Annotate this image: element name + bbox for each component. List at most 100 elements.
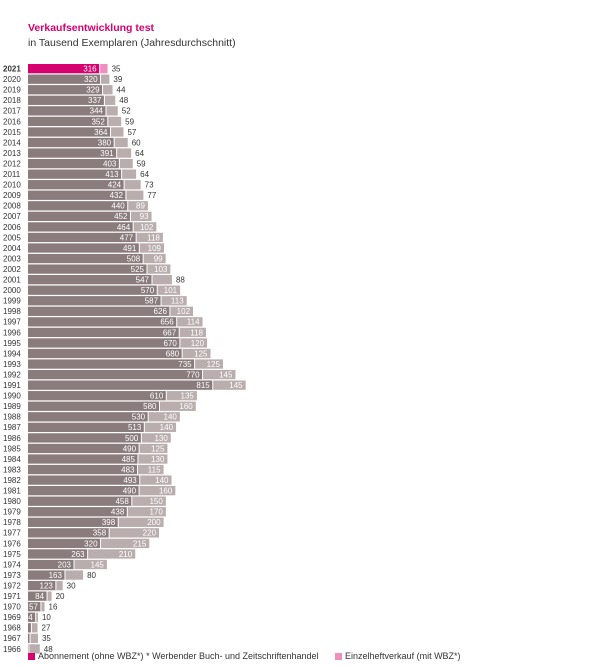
value-label-abo-1992: 770	[186, 370, 200, 379]
bar-abo-2013	[28, 148, 117, 158]
value-label-einzel-1982: 140	[155, 476, 169, 485]
value-label-abo-1993: 735	[178, 360, 192, 369]
year-label-1970: 1970	[3, 603, 21, 612]
value-label-einzel-2019: 44	[117, 86, 126, 95]
value-label-einzel-2011: 64	[140, 170, 149, 179]
value-label-abo-2014: 380	[98, 138, 112, 147]
bar-einzel-1996	[179, 327, 206, 338]
bar-abo-1992	[28, 369, 203, 380]
year-label-1998: 1998	[3, 307, 21, 316]
bar-abo-1970	[28, 602, 41, 612]
bar-einzel-1980	[131, 496, 166, 506]
bar-abo-1990	[28, 391, 167, 401]
year-label-2002: 2002	[3, 265, 21, 274]
bar-abo-1978	[28, 517, 119, 527]
year-label-1983: 1983	[3, 465, 21, 474]
value-label-einzel-1986: 130	[154, 434, 168, 443]
value-label-abo-2008: 440	[111, 202, 125, 211]
value-label-einzel-1983: 115	[148, 465, 161, 474]
bar-einzel-1983	[137, 464, 164, 475]
year-label-2021: 2021	[3, 65, 21, 74]
year-label-2018: 2018	[3, 96, 21, 105]
value-label-einzel-1976: 215	[133, 539, 147, 548]
bar-abo-1999	[28, 296, 162, 306]
value-label-einzel-1974: 145	[91, 560, 105, 569]
value-label-einzel-1988: 140	[164, 413, 178, 422]
bar-einzel-2003	[143, 253, 166, 264]
bar-abo-1996	[28, 327, 180, 338]
value-label-abo-2006: 464	[117, 223, 131, 232]
bar-einzel-2014	[114, 137, 128, 148]
bar-einzel-1993	[194, 359, 223, 369]
bar-einzel-2021	[99, 64, 108, 74]
value-label-einzel-1995: 120	[191, 339, 205, 348]
year-label-1968: 1968	[3, 624, 21, 633]
year-label-1981: 1981	[3, 487, 21, 496]
bar-abo-1988	[28, 412, 149, 422]
bar-einzel-1981	[139, 486, 176, 496]
value-label-einzel-1998: 102	[177, 307, 191, 316]
bar-abo-1977	[28, 528, 110, 538]
year-label-1986: 1986	[3, 434, 21, 443]
year-label-1971: 1971	[3, 592, 21, 601]
value-label-einzel-2007: 93	[140, 212, 149, 221]
value-label-einzel-1967: 35	[42, 634, 51, 643]
year-label-1999: 1999	[3, 297, 21, 306]
bar-einzel-2020	[100, 74, 110, 84]
year-label-1969: 1969	[3, 613, 21, 622]
value-label-einzel-1977: 220	[143, 529, 157, 538]
year-label-1988: 1988	[3, 413, 21, 422]
value-label-abo-1978: 398	[102, 518, 116, 527]
value-label-abo-1980: 458	[115, 497, 129, 506]
value-label-abo-1990: 610	[150, 392, 164, 401]
value-label-einzel-2010: 73	[145, 181, 154, 190]
value-label-abo-1983: 483	[121, 465, 135, 474]
bar-abo-2021	[28, 64, 100, 74]
value-label-einzel-1969: 10	[42, 613, 51, 622]
bar-abo-2020	[28, 74, 101, 84]
value-label-abo-2002: 525	[131, 265, 145, 274]
bar-einzel-1997	[176, 317, 203, 327]
bar-abo-1972	[28, 580, 56, 591]
value-label-einzel-2015: 57	[127, 128, 136, 137]
value-label-einzel-1989: 160	[179, 402, 193, 411]
bar-abo-1985	[28, 443, 140, 454]
bar-abo-1997	[28, 317, 177, 327]
year-label-1995: 1995	[3, 339, 21, 348]
value-label-abo-1998: 626	[154, 307, 168, 316]
value-label-einzel-1972: 30	[67, 581, 76, 590]
year-label-1994: 1994	[3, 349, 21, 358]
value-label-einzel-1979: 170	[149, 508, 163, 517]
value-label-einzel-1997: 114	[187, 318, 200, 327]
value-label-abo-1999: 587	[145, 297, 159, 306]
bar-einzel-1988	[148, 412, 180, 422]
value-label-einzel-2009: 77	[147, 191, 156, 200]
value-label-abo-1971: 84	[35, 592, 44, 601]
value-label-abo-2018: 337	[88, 96, 102, 105]
bar-abo-1987	[28, 422, 145, 432]
value-label-einzel-1978: 200	[147, 518, 161, 527]
bar-abo-2002	[28, 264, 148, 274]
year-label-2019: 2019	[3, 86, 21, 95]
legend-item-einzel: Einzelheftverkauf (mit WBZ*)	[335, 651, 461, 661]
year-label-1987: 1987	[3, 423, 21, 432]
bar-einzel-1977	[109, 528, 160, 538]
bar-einzel-1998	[169, 306, 194, 316]
year-label-1990: 1990	[3, 392, 21, 401]
bar-einzel-2007	[130, 211, 152, 221]
bar-abo-1995	[28, 338, 180, 348]
value-label-einzel-1970: 16	[49, 603, 58, 612]
year-label-1966: 1966	[3, 645, 21, 654]
value-label-abo-1997: 656	[160, 318, 174, 327]
year-label-1974: 1974	[3, 560, 21, 569]
year-label-2007: 2007	[3, 212, 21, 221]
legend-swatch-abo	[28, 652, 35, 660]
bar-einzel-2001	[152, 275, 172, 285]
value-label-einzel-2005: 118	[147, 233, 160, 242]
chart-title: Verkaufsentwicklung test	[28, 22, 155, 34]
year-label-2013: 2013	[3, 149, 21, 158]
bar-einzel-1987	[144, 422, 177, 432]
legend-label-abo: Abonnement (ohne WBZ*)	[38, 651, 144, 661]
year-label-1993: 1993	[3, 360, 21, 369]
year-label-2016: 2016	[3, 117, 21, 126]
